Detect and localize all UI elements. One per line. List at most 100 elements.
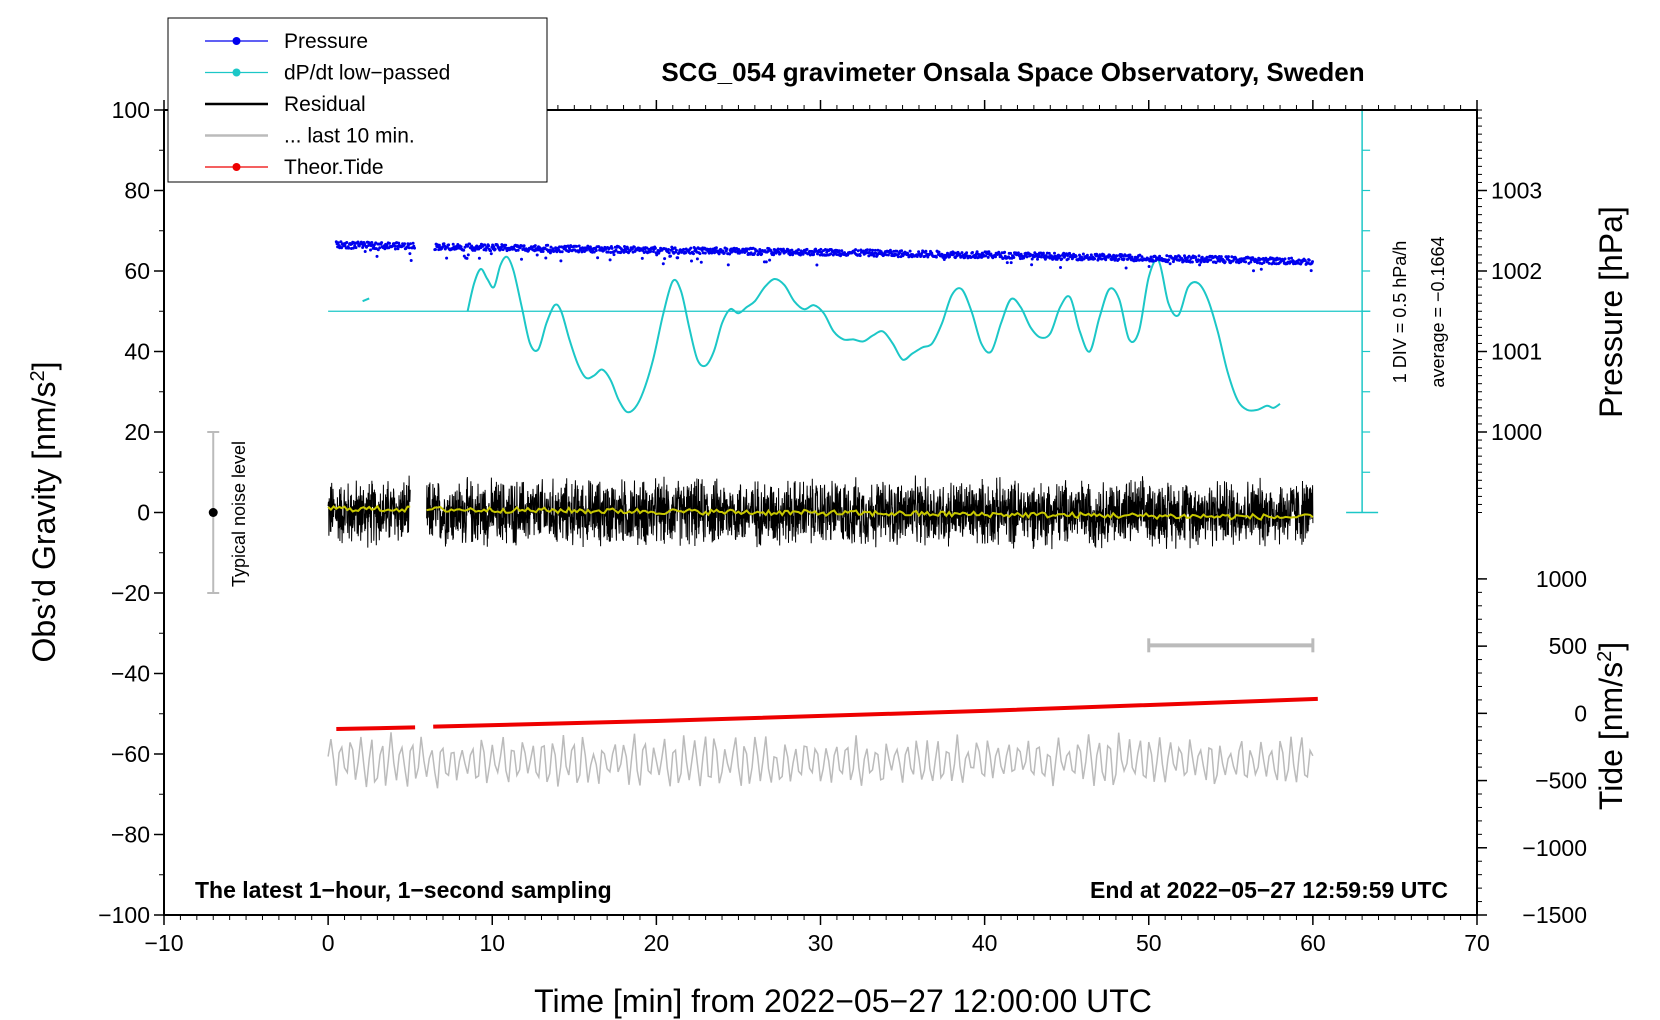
legend-box: [167, 17, 548, 183]
y-axis-label-end: ]: [26, 362, 62, 371]
pressure-point-1379: [1259, 267, 1263, 271]
pressure-point-247: [516, 248, 520, 252]
pressure-point-409: [623, 245, 626, 248]
pressure-point-1034: [1033, 251, 1037, 255]
pressure-point-1425: [1290, 256, 1293, 260]
pressure-point-520: [695, 257, 699, 261]
noise-level-label: Typical noise level: [229, 441, 249, 587]
pressure-point-1238: [1167, 258, 1171, 262]
pressure-point-1263: [1183, 256, 1187, 260]
pressure-point-871: [926, 255, 930, 259]
tide-axis-label: Tide [nm/s2]: [1593, 642, 1629, 810]
pressure-point-1072: [1058, 254, 1062, 258]
pressure-point-94: [396, 247, 400, 251]
pressure-point-1179: [1128, 253, 1132, 257]
pressure-point-169: [465, 256, 469, 260]
tide-line-0: [336, 725, 416, 731]
pressure-point-998: [1009, 261, 1013, 265]
pressure-point-1189: [1135, 258, 1139, 262]
pressure-point-111: [407, 246, 411, 250]
sampling-note: The latest 1−hour, 1−second sampling: [195, 877, 612, 903]
y-tick-label: 40: [124, 339, 150, 365]
pressure-point-964: [987, 250, 991, 254]
pressure-point-923: [960, 251, 964, 255]
pressure-point-963: [986, 255, 990, 259]
pressure-point-540: [709, 247, 712, 251]
pressure-point-285: [541, 250, 545, 253]
pressure-point-160: [459, 245, 463, 249]
y-tick-label: −20: [111, 580, 150, 606]
pressure-point-173: [468, 242, 472, 246]
pressure-point-121: [434, 248, 437, 251]
pressure-point-46: [365, 245, 368, 249]
x-tick-label: 30: [808, 930, 834, 956]
pressure-point-396: [614, 248, 618, 252]
pressure-point-511: [690, 259, 693, 263]
pressure-point-424: [632, 245, 636, 249]
pressure-point-532: [703, 251, 707, 255]
pressure-point-709: [820, 250, 823, 254]
pressure-point-1125: [1093, 257, 1097, 261]
pressure-point-1073: [1059, 266, 1062, 269]
x-tick-label: 40: [972, 930, 998, 956]
tide-axis-label-end: ]: [1593, 642, 1629, 651]
pressure-point-1044: [1039, 255, 1043, 259]
pressure-point-119: [413, 246, 416, 250]
y-tick-label: −100: [98, 902, 150, 928]
x-tick-label: 70: [1464, 930, 1490, 956]
tide-line-1: [433, 696, 1318, 729]
pressure-axis-label: Pressure [hPa]: [1593, 206, 1629, 418]
pressure-point-95: [397, 241, 401, 245]
pressure-point-988: [1003, 250, 1007, 254]
pressure-point-1415: [1283, 257, 1287, 261]
pressure-point-1142: [1104, 258, 1108, 262]
pressure-tick-label: 1003: [1491, 178, 1542, 204]
pressure-point-708: [819, 247, 823, 251]
pressure-point-1446: [1303, 259, 1307, 262]
pressure-point-646: [778, 252, 782, 255]
pressure-point-449: [649, 249, 653, 253]
pressure-point-470: [663, 257, 667, 261]
pressure-point-112: [408, 252, 412, 256]
tide-tick-label: 1000: [1536, 566, 1587, 592]
pressure-point-888: [937, 250, 941, 254]
pressure-point-205: [489, 249, 493, 253]
residual-smoothed-line-1: [426, 505, 1314, 521]
pressure-point-16: [345, 241, 349, 244]
pressure-point-1452: [1307, 258, 1311, 262]
pressure-point-81: [388, 241, 391, 245]
pressure-point-765: [856, 249, 860, 253]
pressure-point-1068: [1055, 257, 1059, 261]
pressure-point-884: [934, 255, 938, 259]
pressure-point-625: [764, 260, 768, 264]
pressure-point-486: [673, 246, 677, 250]
pressure-point-453: [651, 250, 655, 253]
pressure-tick-label: 1000: [1491, 419, 1542, 445]
pressure-point-292: [546, 243, 550, 247]
pressure-point-1056: [1047, 251, 1051, 255]
pressure-point-702: [815, 263, 819, 267]
y-tick-label: 0: [137, 500, 150, 526]
pressure-point-1214: [1151, 259, 1155, 263]
pressure-point-54: [370, 241, 374, 244]
pressure-point-436: [640, 256, 644, 260]
pressure-point-789: [872, 254, 876, 258]
pressure-point-946: [975, 250, 979, 254]
pressure-point-526: [699, 260, 703, 264]
pressure-point-546: [713, 251, 716, 255]
pressure-point-1302: [1209, 258, 1213, 262]
y-axis-label: Obs’d Gravity [nm/s2]: [26, 362, 62, 663]
pressure-point-1373: [1255, 261, 1259, 265]
pressure-point-1134: [1099, 254, 1102, 258]
pressure-point-52: [369, 248, 372, 252]
pressure-point-384: [606, 250, 610, 254]
pressure-point-212: [493, 247, 497, 251]
pressure-point-1285: [1198, 263, 1202, 267]
pressure-point-1211: [1149, 255, 1153, 259]
pressure-point-114: [409, 259, 413, 262]
y-tick-label: −40: [111, 661, 150, 687]
y-tick-label: −80: [111, 822, 150, 848]
pressure-point-421: [630, 247, 634, 251]
pressure-point-664: [790, 248, 794, 252]
